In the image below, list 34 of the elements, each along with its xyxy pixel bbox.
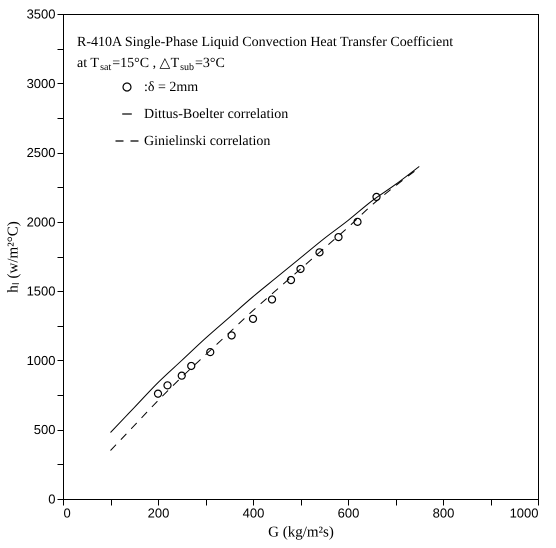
point [178, 372, 186, 380]
legend-label: :δ = 2mm [144, 80, 198, 95]
point [315, 248, 324, 256]
point [268, 295, 276, 304]
text: R-410A Single-Phase Liquid Convection Heat Transfer Coefficient [77, 35, 454, 50]
y-tick-label: 3500 [26, 6, 56, 22]
point [353, 218, 362, 226]
point [248, 314, 258, 323]
point [154, 390, 162, 398]
y-tick-label: 2500 [26, 145, 56, 160]
point [206, 348, 214, 356]
x-tick-label: 600 [338, 506, 360, 520]
y-tick-label: 500 [34, 422, 56, 438]
point [296, 264, 305, 274]
legend-label: Dittus-Boelter correlation [144, 107, 288, 122]
y-tick-label: 3000 [26, 76, 56, 91]
point [372, 192, 381, 202]
legend-label: Ginielinski correlation [144, 134, 270, 149]
y-tick-label: 0 [48, 492, 56, 506]
point [334, 232, 343, 242]
point [187, 362, 196, 370]
x-tick-label: 400 [242, 506, 264, 520]
point [286, 276, 296, 284]
y-axis-title: hₗ (w/m²°C) [6, 221, 22, 293]
y-tick-label: 1500 [26, 284, 56, 299]
x-tick-label: 200 [148, 506, 170, 520]
x-tick-label: 800 [432, 506, 454, 520]
y-tick-label: 1000 [26, 352, 56, 368]
point [227, 331, 236, 340]
x-tick-label: 0 [64, 506, 71, 520]
x-tick-label: 1000 [510, 506, 538, 520]
x-axis-title: G (kg/m²s) [268, 524, 334, 540]
y-tick-label: 2000 [26, 214, 56, 230]
point [163, 381, 172, 390]
